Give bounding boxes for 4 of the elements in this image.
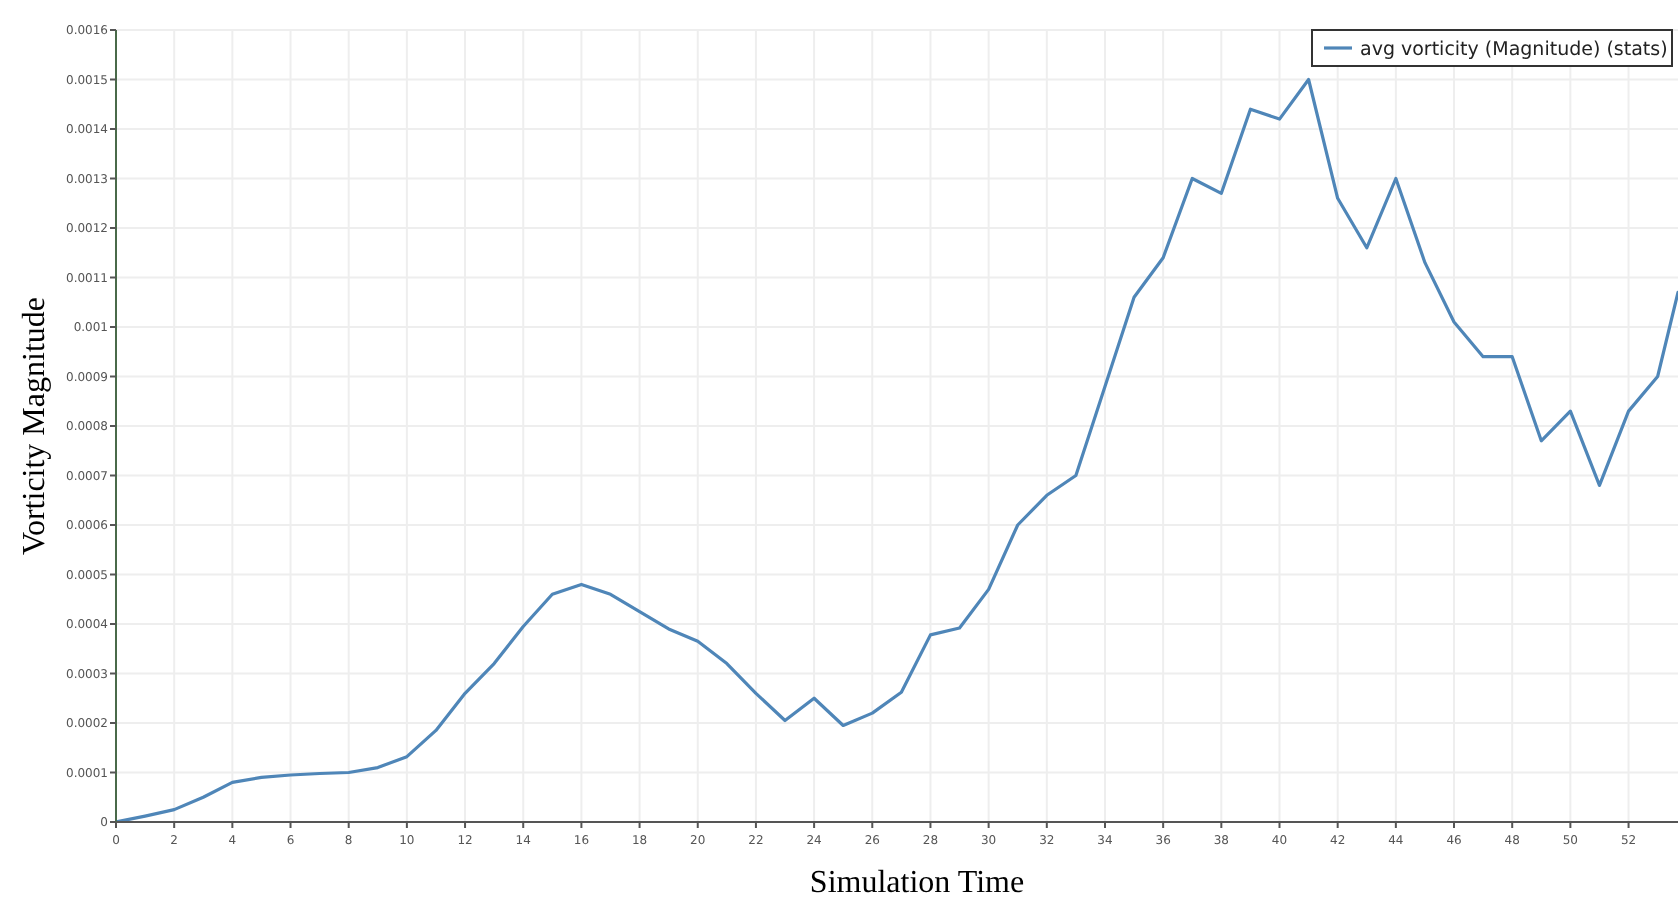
y-axis-title: Vorticity Magnitude (18, 296, 52, 556)
x-axis-title: Simulation Time (809, 866, 1025, 900)
line-series (116, 77, 1678, 822)
legend-label: avg vorticity (Magnitude) (stats) (1360, 39, 1668, 61)
